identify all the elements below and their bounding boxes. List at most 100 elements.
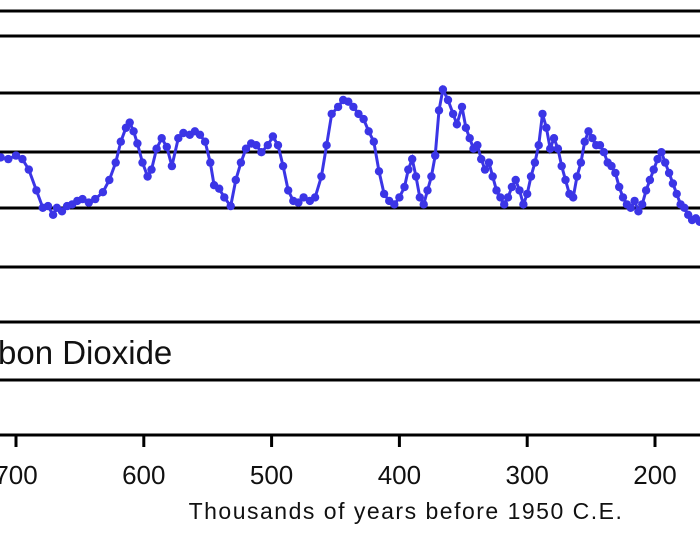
data-point-110 [534, 141, 543, 150]
data-point-54 [284, 186, 293, 195]
data-point-86 [438, 85, 448, 94]
data-point-82 [423, 186, 432, 195]
data-point-2 [4, 154, 13, 164]
data-point-8 [43, 201, 53, 211]
data-point-84 [431, 151, 440, 160]
data-point-31 [162, 142, 171, 152]
data-point-42 [220, 193, 229, 202]
data-point-15 [78, 194, 87, 204]
data-point-19 [105, 175, 114, 185]
data-point-145 [668, 179, 678, 188]
data-point-108 [526, 172, 536, 181]
data-point-57 [299, 193, 308, 202]
data-point-21 [116, 137, 126, 146]
data-point-48 [252, 141, 261, 150]
co2-series-points [0, 85, 700, 226]
data-point-45 [236, 158, 246, 167]
gridlines [0, 9, 700, 437]
data-point-132 [618, 193, 628, 202]
data-point-100 [496, 193, 505, 202]
data-point-46 [241, 144, 251, 153]
data-point-123 [584, 127, 593, 136]
data-point-52 [273, 141, 283, 150]
data-point-98 [488, 172, 497, 181]
data-point-34 [179, 128, 188, 138]
data-point-127 [599, 148, 609, 157]
data-point-115 [553, 144, 563, 153]
x-tick-label-500: 500 [250, 460, 293, 490]
data-point-109 [530, 158, 540, 167]
data-point-69 [364, 127, 373, 136]
data-point-138 [641, 186, 651, 195]
data-point-38 [200, 137, 210, 146]
data-point-9 [48, 210, 58, 219]
data-point-5 [24, 165, 33, 174]
data-point-89 [452, 120, 462, 129]
data-point-50 [263, 141, 272, 150]
data-point-43 [226, 201, 235, 211]
data-point-4 [18, 154, 27, 164]
data-point-104 [511, 175, 520, 185]
data-point-103 [507, 182, 517, 192]
data-point-88 [448, 109, 458, 119]
data-point-137 [638, 200, 647, 209]
data-point-135 [630, 196, 639, 206]
data-point-111 [538, 109, 547, 119]
data-point-97 [484, 158, 494, 167]
x-tick-label-600: 600 [122, 460, 165, 490]
data-point-119 [569, 193, 578, 202]
data-point-39 [206, 158, 215, 167]
data-point-25 [133, 139, 142, 148]
data-point-61 [322, 141, 331, 150]
data-point-67 [354, 109, 363, 119]
data-point-74 [390, 200, 399, 209]
data-point-53 [278, 161, 288, 171]
data-point-56 [294, 198, 303, 207]
data-point-11 [57, 207, 67, 216]
data-point-152 [695, 217, 700, 226]
data-point-3 [11, 151, 21, 160]
data-point-101 [500, 200, 509, 209]
x-axis-label: Thousands of years before 1950 C.E. [189, 498, 624, 524]
data-point-72 [379, 189, 389, 199]
data-point-141 [653, 154, 662, 164]
data-point-63 [333, 102, 343, 112]
data-point-130 [611, 168, 620, 178]
data-point-65 [344, 97, 353, 106]
data-point-96 [480, 165, 490, 174]
data-point-113 [546, 144, 555, 153]
data-point-91 [461, 123, 471, 132]
data-point-107 [523, 189, 532, 199]
data-point-116 [557, 161, 566, 171]
data-point-131 [615, 182, 624, 192]
co2-series-line [0, 84, 700, 223]
data-point-139 [645, 175, 655, 185]
data-point-144 [664, 168, 674, 178]
data-point-136 [634, 207, 643, 216]
data-point-59 [310, 193, 320, 202]
data-point-1 [0, 153, 5, 162]
data-point-75 [395, 193, 404, 202]
data-point-26 [138, 158, 147, 167]
data-point-148 [680, 203, 689, 212]
data-point-114 [549, 134, 559, 143]
data-point-77 [404, 165, 413, 174]
data-point-30 [157, 134, 166, 143]
data-point-140 [649, 165, 658, 174]
data-point-18 [98, 188, 108, 197]
data-point-16 [84, 198, 94, 207]
data-point-80 [415, 193, 424, 202]
data-point-60 [317, 172, 326, 181]
data-point-121 [576, 158, 586, 167]
data-point-44 [231, 175, 240, 185]
data-point-24 [129, 127, 138, 136]
data-point-129 [607, 161, 616, 171]
data-point-92 [465, 134, 474, 143]
panel-label: bon Dioxide [0, 334, 172, 371]
data-point-106 [519, 200, 528, 209]
data-point-28 [147, 165, 156, 174]
data-point-71 [374, 167, 384, 176]
data-point-94 [473, 141, 482, 150]
data-point-117 [561, 175, 570, 185]
data-point-41 [215, 184, 224, 193]
